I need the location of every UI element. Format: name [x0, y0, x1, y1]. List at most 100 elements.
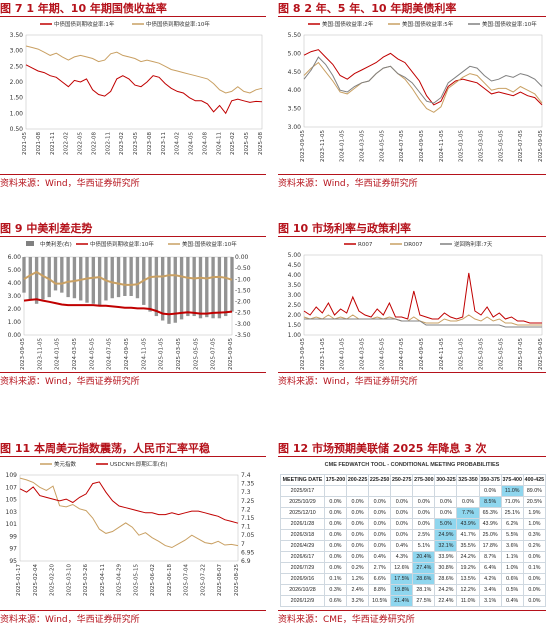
- probability-cell: 12.6%: [390, 562, 414, 574]
- x-tick-label: 2024-07-05: [399, 130, 405, 162]
- spread-bar: [72, 257, 77, 299]
- x-tick-label: 2024-11-05: [141, 338, 147, 370]
- probability-cell: 2.7%: [368, 562, 392, 574]
- x-tick-label: 2025-04-11: [100, 564, 106, 596]
- chart-11-source: 资料来源：Wind，华西证券研究所: [0, 615, 140, 625]
- table-row: 2026/7/29 0.0% 0.2% 2.7% 12.6% 27.4% 30.8% 19.2…: [280, 562, 547, 574]
- x-tick-label: 2023-09-05: [300, 338, 306, 370]
- probability-cell: 0.0%: [323, 540, 348, 552]
- probability-cell: 0.0%: [323, 518, 348, 530]
- x-tick-label: 2023-11: [161, 132, 167, 155]
- probability-cell: 0.1%: [323, 573, 348, 585]
- probability-cell: 27.4%: [412, 562, 436, 574]
- x-tick-label: 2025-08-07: [217, 564, 223, 596]
- chart-10-title: 图 10 市场利率与政策利率: [278, 222, 411, 235]
- legend-label: 美元指数: [54, 460, 77, 468]
- probability-cell: 0.0%: [323, 507, 348, 519]
- x-tick-label: 2021-11: [50, 132, 56, 155]
- probability-cell: 0.4%: [390, 540, 414, 552]
- y-tick-label: 97: [9, 546, 17, 553]
- column-header: 175-200: [323, 474, 348, 486]
- panel-chart-10: 图 10 市场利率与政策利率 5.00 4.50 4.00 3.50 3.00 2.50 2…: [278, 220, 550, 410]
- x-tick-label: 2024-09-05: [419, 338, 425, 370]
- x-tick-label: 2024-05-05: [379, 130, 385, 162]
- probability-cell: 0.0%: [412, 518, 436, 530]
- table-row: 2025/10/29 0.0% 0.0% 0.0% 0.0% 0.0% 0.0% 0.0% 8.…: [280, 496, 547, 508]
- spread-bar: [230, 257, 234, 312]
- series-line: [303, 61, 543, 113]
- probability-cell: 0.0%: [456, 496, 480, 508]
- column-header: MEETING DATE: [280, 474, 325, 486]
- x-tick-label: 2025-02-20: [50, 564, 56, 596]
- x-tick-label: 2022-05: [78, 132, 84, 155]
- legend-label: R007: [358, 242, 373, 248]
- probability-cell: 30.8%: [434, 562, 458, 574]
- x-tick-label: 2024-11: [216, 132, 222, 155]
- y2-tick-label: -0.50: [235, 265, 251, 272]
- legend-label: 美国:国债收益率:10年: [482, 20, 537, 28]
- x-tick-label: 2023-02: [119, 132, 125, 155]
- series-line: [304, 318, 542, 328]
- source-rule: [278, 610, 546, 611]
- y-tick-label: 109: [6, 472, 18, 479]
- table-row: 2025/9/17 0.0% 11.0% 89.0%: [280, 485, 547, 497]
- y-tick-label: 3.00: [10, 48, 24, 55]
- y-tick-label: 1.00: [10, 110, 24, 117]
- spread-bar: [192, 257, 196, 317]
- probability-cell: 13.5%: [456, 573, 480, 585]
- title-rule: [0, 236, 266, 237]
- meeting-date-cell: 2026/9/16: [280, 573, 325, 585]
- chart-8-source: 资料来源：Wind，华西证券研究所: [278, 179, 418, 189]
- probability-cell: 0.0%: [522, 573, 547, 585]
- table-row: 2026/6/17 0.0% 0.0% 0.4% 4.3% 20.4% 33.9% 24.2%…: [280, 551, 547, 563]
- probability-cell: 25.1%: [500, 507, 524, 519]
- probability-cell: 12.2%: [456, 584, 480, 596]
- panel-chart-9: 图 9 中美利差走势 6.00 5.00 4.00 3.00 2.00 1.00 0.00 0…: [0, 220, 270, 410]
- spread-bar: [79, 257, 83, 301]
- x-tick-label: 2024-07-05: [107, 338, 113, 370]
- probability-cell: 0.0%: [390, 518, 414, 530]
- x-tick-label: 2025-01-17: [16, 564, 22, 596]
- probability-cell: 1.1%: [500, 551, 524, 563]
- chart-8-title: 图 8 2 年、5 年、10 年期美债利率: [278, 2, 457, 15]
- y-tick-label: 5.50: [288, 32, 302, 39]
- legend-label: DR007: [404, 242, 423, 248]
- y-tick-label: 1.00: [8, 319, 22, 326]
- chart-11-plot: 109 107 105 103 101 99 97 95 7.4 7.357.3 7.257.2 7.…: [6, 460, 255, 596]
- probability-cell: 1.2%: [346, 573, 370, 585]
- spread-bar: [110, 257, 114, 299]
- y-tick-label: 3.00: [288, 124, 302, 131]
- legend-label: 中债国债到期收益率:10年: [146, 20, 210, 28]
- probability-cell: 1.0%: [500, 562, 524, 574]
- y-tick-label: 101: [6, 521, 18, 528]
- x-tick-label: 2025-03-05: [176, 338, 182, 370]
- probability-cell: 0.0%: [346, 529, 370, 541]
- probability-cell: 0.2%: [346, 562, 370, 574]
- probability-cell: 3.1%: [478, 595, 502, 607]
- probability-cell: 5.0%: [434, 518, 458, 530]
- y-tick-label: 4.50: [288, 69, 302, 76]
- x-tick-label: 2025-07-05: [518, 130, 524, 162]
- spread-bar: [123, 257, 127, 296]
- x-tick-label: 2024-05: [189, 132, 195, 155]
- legend-label: USDCNH:即期汇率(右): [110, 460, 168, 468]
- probability-cell: 0.0%: [368, 540, 392, 552]
- y2-tick-label: 7.05: [241, 532, 255, 539]
- y2-tick-label: -2.50: [235, 310, 251, 317]
- legend-label: 美国:国债收益率:2年: [322, 20, 374, 28]
- y2-tick-label: -1.00: [235, 276, 251, 283]
- probability-cell: 0.0%: [390, 529, 414, 541]
- probability-cell: 32.1%: [434, 540, 458, 552]
- probability-cell: 0.2%: [522, 540, 547, 552]
- chart-9-source: 资料来源：Wind，华西证券研究所: [0, 377, 140, 387]
- fedwatch-table: MEETING DATE 175-200 200-225 225-250 250-275…: [280, 474, 547, 607]
- x-tick-label: 2025-07-22: [200, 564, 206, 596]
- spread-bar: [104, 257, 108, 301]
- title-rule: [278, 236, 546, 237]
- chart-12-source: 资料来源：CME，华西证券研究所: [278, 615, 415, 625]
- probability-cell: 19.8%: [390, 584, 414, 596]
- spread-bar: [97, 257, 102, 307]
- x-tick-label: 2025-08: [258, 132, 264, 155]
- x-tick-label: 2025-03-26: [83, 564, 89, 596]
- x-tick-label: 2024-01-05: [340, 338, 346, 370]
